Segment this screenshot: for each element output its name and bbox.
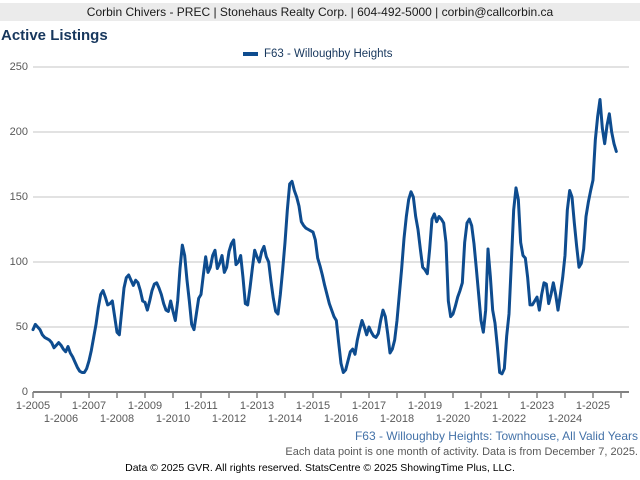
copyright-text: Data © 2025 GVR. All rights reserved. St… bbox=[125, 462, 515, 474]
x-tick-label: 1-2022 bbox=[491, 413, 527, 425]
x-tick-label: 1-2009 bbox=[127, 400, 163, 412]
x-tick-label: 1-2025 bbox=[575, 400, 611, 412]
x-tick-label: 1-2021 bbox=[463, 400, 499, 412]
x-tick-label: 1-2016 bbox=[323, 413, 359, 425]
y-tick-label: 250 bbox=[9, 61, 28, 73]
x-tick-label: 1-2012 bbox=[211, 413, 247, 425]
x-tick-label: 1-2006 bbox=[43, 413, 79, 425]
x-tick-label: 1-2024 bbox=[547, 413, 583, 425]
series-footnote: F63 - Willoughby Heights: Townhouse, All… bbox=[354, 429, 638, 443]
x-tick-label: 1-2014 bbox=[267, 413, 303, 425]
y-tick-label: 100 bbox=[9, 256, 28, 268]
x-tick-label: 1-2019 bbox=[407, 400, 443, 412]
y-tick-label: 200 bbox=[9, 126, 28, 138]
x-tick-label: 1-2017 bbox=[351, 400, 387, 412]
y-tick-label: 0 bbox=[21, 386, 28, 398]
contact-header: Corbin Chivers - PREC | Stonehaus Realty… bbox=[0, 3, 640, 21]
x-tick-label: 1-2008 bbox=[99, 413, 135, 425]
x-tick-label: 1-2007 bbox=[71, 400, 107, 412]
x-tick-label: 1-2011 bbox=[184, 400, 218, 412]
y-tick-label: 50 bbox=[15, 321, 28, 333]
legend-line-marker bbox=[243, 52, 258, 56]
x-tick-label: 1-2005 bbox=[15, 400, 51, 412]
x-tick-label: 1-2023 bbox=[519, 400, 555, 412]
series-line bbox=[31, 98, 618, 376]
x-tick-label: 1-2013 bbox=[239, 400, 275, 412]
page-title: Active Listings bbox=[1, 27, 108, 44]
x-tick-label: 1-2020 bbox=[435, 413, 471, 425]
data-footnote: Each data point is one month of activity… bbox=[285, 446, 638, 458]
y-tick-label: 150 bbox=[9, 191, 28, 203]
x-tick-label: 1-2015 bbox=[295, 400, 331, 412]
x-tick-label: 1-2018 bbox=[379, 413, 415, 425]
x-tick-label: 1-2010 bbox=[155, 413, 191, 425]
legend-label: F63 - Willoughby Heights bbox=[264, 48, 393, 60]
chart-legend: F63 - Willoughby Heights bbox=[243, 47, 392, 61]
